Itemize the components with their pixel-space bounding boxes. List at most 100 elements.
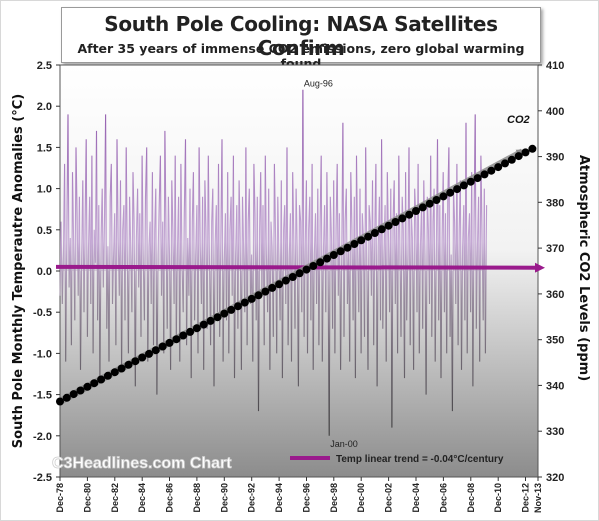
legend-label: Temp linear trend = -0.04°C/century: [336, 454, 504, 465]
co2-point: [288, 273, 297, 281]
x-axis: Dec-78 Dec-80 Dec-82 Dec-84 Dec-86 Dec-88 Dec-…: [55, 477, 543, 513]
co2-point: [69, 390, 78, 399]
co2-point: [384, 221, 393, 230]
annotation-low: Jan-00: [330, 439, 358, 449]
x-tick-label: Dec-98: [329, 483, 339, 513]
x-tick-label: Dec-12: [521, 483, 531, 513]
y-tick-label: -2.5: [33, 472, 52, 484]
y-tick-label: 1.0: [37, 184, 52, 196]
co2-point: [453, 185, 462, 194]
co2-point: [62, 393, 71, 402]
y-tick-label: -1.5: [33, 390, 52, 402]
co2-point: [76, 386, 85, 395]
x-tick-label: Dec-84: [137, 483, 147, 513]
co2-point: [83, 382, 92, 391]
co2-point: [234, 302, 242, 311]
co2-point: [309, 262, 318, 270]
x-tick-label: Dec-10: [493, 483, 503, 513]
co2-point: [110, 368, 119, 377]
x-tick-label: Dec-82: [110, 483, 120, 513]
x-tick-label: Dec-86: [165, 483, 175, 513]
co2-point: [521, 148, 530, 157]
co2-point: [459, 181, 468, 190]
co2-point: [480, 170, 489, 179]
co2-point: [316, 258, 325, 267]
chart-title: South Pole Cooling: NASA Satellites Conf…: [104, 12, 498, 60]
co2-point: [158, 342, 167, 351]
co2-point: [377, 225, 386, 234]
co2-point: [528, 144, 537, 153]
y-axis-left: 2.5 2.0 1.5 1.0 0.5 0.0 -0.5 -1.0 -1.5 -2.0 -2.5: [33, 60, 60, 484]
co2-point: [425, 199, 434, 208]
co2-point: [56, 397, 64, 406]
x-tick-label: Dec-94: [274, 483, 284, 513]
y2-axis-label: Atmospheric CO2 Levels (ppm): [576, 155, 591, 381]
co2-point: [124, 360, 133, 369]
co2-point: [254, 291, 263, 300]
x-tick-label: Dec-78: [55, 483, 65, 513]
co2-point: [138, 353, 147, 362]
co2-point: [186, 327, 195, 336]
x-tick-label: Dec-88: [192, 483, 202, 513]
co2-point: [398, 214, 407, 223]
y2-tick-label: 330: [546, 426, 564, 438]
co2-point: [151, 346, 160, 355]
annotation-high: Aug-96: [304, 79, 333, 89]
y2-tick-label: 380: [546, 197, 564, 209]
co2-point: [466, 177, 475, 186]
title-box: South Pole Cooling: NASA Satellites Conf…: [61, 7, 541, 71]
co2-point: [432, 196, 441, 204]
co2-point: [131, 357, 140, 366]
co2-point: [206, 316, 215, 325]
co2-point: [343, 243, 352, 252]
y-tick-label: 2.5: [37, 60, 52, 72]
annotation-co2: CO2: [507, 114, 530, 126]
co2-point: [329, 251, 338, 259]
co2-point: [473, 174, 482, 183]
y-tick-label: -0.5: [33, 307, 52, 319]
y-tick-label: 2.0: [37, 101, 52, 113]
co2-point: [227, 305, 236, 314]
x-tick-label: Dec-92: [247, 483, 257, 513]
co2-point: [281, 276, 290, 285]
y-tick-label: 0.5: [37, 225, 52, 237]
co2-point: [405, 210, 414, 219]
co2-point: [295, 269, 304, 278]
x-tick-label: Dec-80: [82, 483, 92, 513]
co2-point: [213, 313, 222, 322]
co2-point: [97, 375, 106, 384]
co2-point: [179, 331, 188, 340]
x-tick-label: Nov-13: [533, 483, 543, 513]
co2-point: [90, 379, 99, 388]
co2-point: [103, 371, 112, 380]
co2-point: [336, 247, 345, 256]
y2-tick-label: 400: [546, 106, 564, 118]
co2-point: [391, 218, 400, 226]
y2-tick-label: 350: [546, 335, 564, 347]
x-tick-label: Dec-00: [356, 483, 366, 513]
trend-line-path: [55, 262, 545, 273]
co2-point: [370, 229, 379, 237]
co2-point: [165, 338, 174, 347]
co2-point: [323, 254, 331, 263]
co2-point: [412, 207, 420, 215]
x-tick-label: Dec-04: [411, 483, 421, 513]
x-tick-label: Dec-08: [466, 483, 476, 513]
trend-line: [55, 262, 545, 273]
co2-point: [261, 287, 270, 296]
co2-point: [240, 298, 249, 307]
co2-point: [487, 166, 496, 175]
co2-point: [364, 232, 373, 241]
y-axis-right: 410 400 390 380 370 360 350 340 330 320: [538, 60, 564, 484]
x-tick-label: Dec-02: [384, 483, 394, 513]
co2-point: [145, 349, 153, 358]
y-tick-label: -1.0: [33, 348, 52, 360]
watermark: C3Headlines.com Chart: [52, 455, 233, 473]
co2-point: [275, 280, 284, 289]
co2-point: [302, 265, 311, 274]
co2-point: [192, 324, 201, 333]
co2-point: [494, 163, 503, 172]
x-tick-label: Dec-90: [219, 483, 229, 513]
y2-tick-label: 320: [546, 472, 564, 484]
